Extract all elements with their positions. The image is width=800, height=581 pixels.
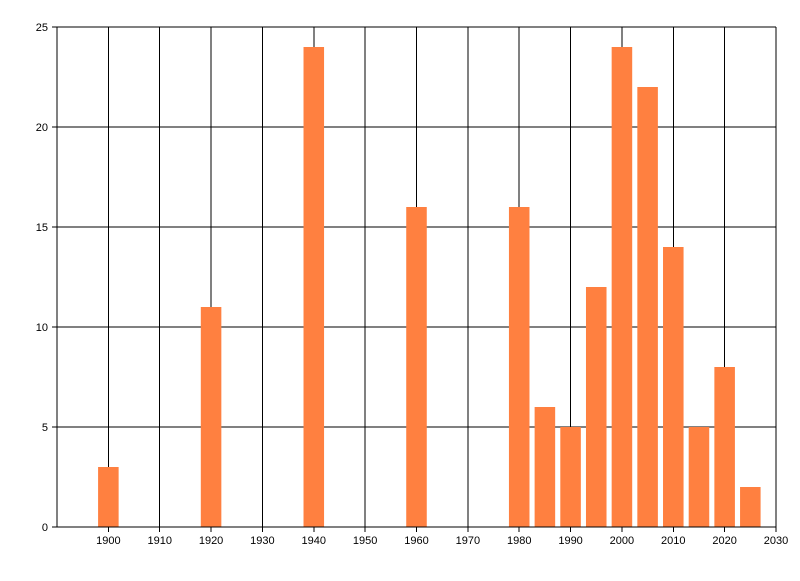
x-tick-label: 2030 — [764, 535, 788, 547]
x-tick-label: 1980 — [507, 535, 531, 547]
axes — [52, 26, 777, 532]
x-tick-label: 1960 — [404, 535, 428, 547]
x-tick-label: 1910 — [147, 535, 171, 547]
y-tick-label: 10 — [36, 322, 48, 334]
x-tick-label: 1930 — [250, 535, 274, 547]
bar-2010 — [663, 247, 684, 527]
bar-1920 — [200, 307, 222, 527]
bar-2020 — [714, 367, 735, 527]
y-tick-label: 25 — [36, 22, 48, 34]
y-tick-label: 15 — [36, 222, 48, 234]
y-tick-label: 0 — [42, 522, 48, 534]
y-tick-label: 20 — [36, 122, 48, 134]
x-tick-label: 1940 — [302, 535, 326, 547]
x-tick-label: 1990 — [558, 535, 582, 547]
x-tick-label: 1970 — [456, 535, 480, 547]
bar-1985 — [534, 407, 556, 527]
bar-1980 — [508, 207, 530, 527]
x-tick-label: 2010 — [661, 535, 685, 547]
x-tick-label: 2020 — [712, 535, 736, 547]
bar-1990 — [560, 427, 581, 527]
y-tick-label: 5 — [42, 422, 48, 434]
bar-1960 — [406, 207, 427, 527]
x-tick-label: 1950 — [353, 535, 377, 547]
bar-1900 — [98, 467, 119, 527]
x-tick-label: 1920 — [199, 535, 223, 547]
bar-1995 — [585, 287, 607, 527]
bar-2025 — [740, 487, 761, 527]
bar-2000 — [611, 47, 633, 527]
bar-1940 — [303, 47, 325, 527]
tick-labels: 0 5 10 15 20 25 1900 1910 1920 1930 1940 1950 1960 19… — [36, 22, 788, 547]
bar-2005 — [637, 87, 658, 527]
x-tick-label: 2000 — [610, 535, 634, 547]
bars — [98, 47, 761, 527]
x-tick-label: 1900 — [96, 535, 120, 547]
bar-2015 — [688, 427, 710, 527]
